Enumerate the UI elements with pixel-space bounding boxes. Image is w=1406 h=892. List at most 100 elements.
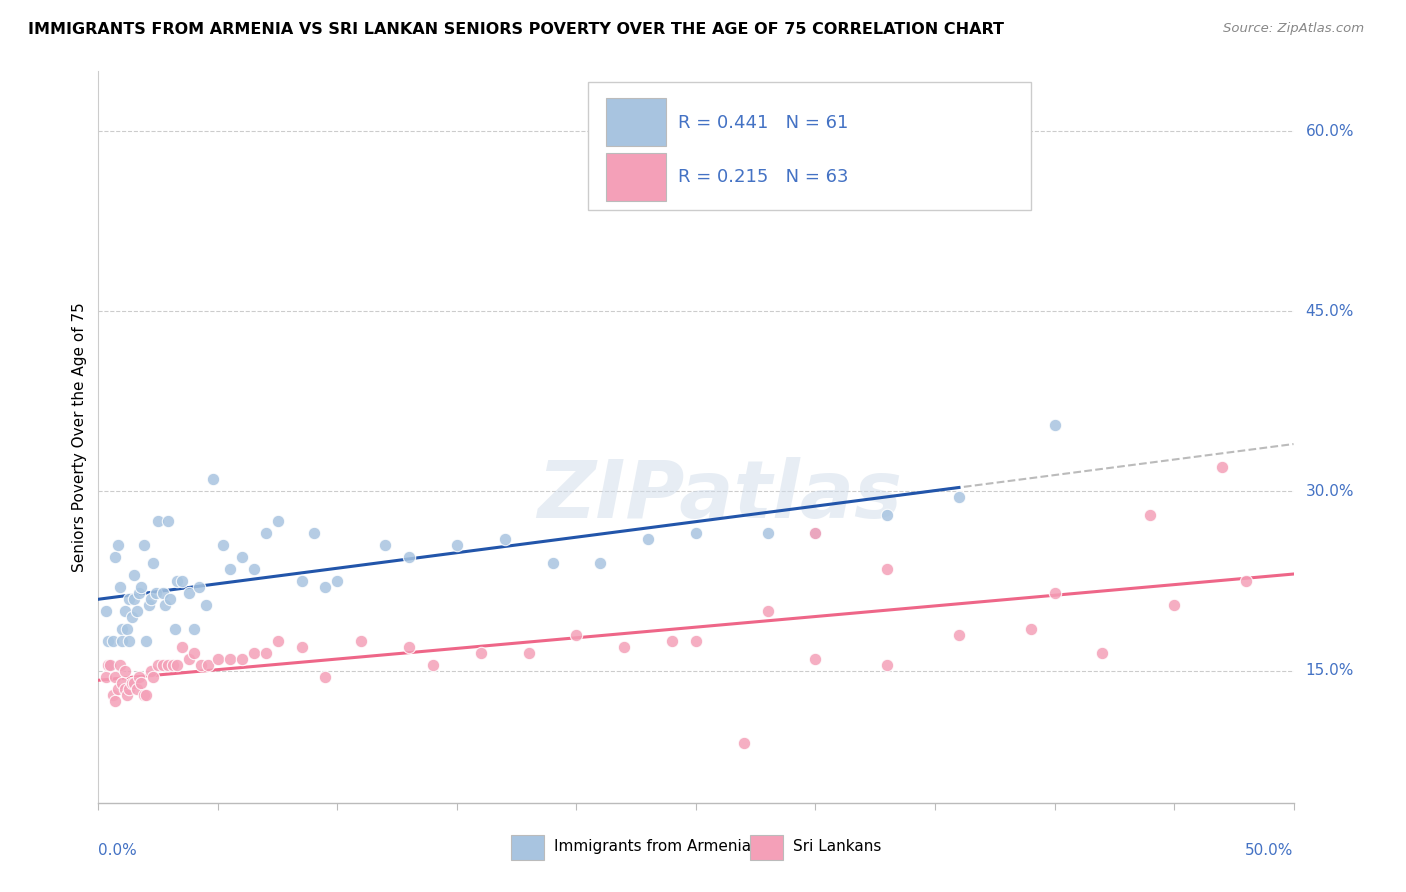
Point bbox=[94, 604, 117, 618]
Point bbox=[156, 657, 179, 672]
Point bbox=[613, 640, 636, 654]
Text: 0.0%: 0.0% bbox=[98, 843, 138, 858]
Point bbox=[804, 526, 827, 541]
Point bbox=[190, 657, 212, 672]
Point bbox=[195, 598, 218, 612]
Point bbox=[565, 628, 588, 642]
Point bbox=[207, 652, 229, 666]
Point bbox=[374, 538, 396, 552]
Point bbox=[142, 670, 165, 684]
Point bbox=[1139, 508, 1161, 522]
Point bbox=[162, 657, 184, 672]
Point bbox=[145, 586, 167, 600]
Point bbox=[104, 694, 127, 708]
Point bbox=[107, 681, 129, 696]
Point bbox=[131, 676, 153, 690]
Point bbox=[148, 657, 170, 672]
Point bbox=[111, 676, 134, 690]
Point bbox=[101, 688, 124, 702]
Point bbox=[876, 657, 898, 672]
Point bbox=[125, 604, 148, 618]
Point bbox=[128, 670, 150, 684]
Point bbox=[166, 574, 188, 588]
FancyBboxPatch shape bbox=[589, 82, 1031, 211]
Point bbox=[326, 574, 349, 588]
Text: 50.0%: 50.0% bbox=[1246, 843, 1294, 858]
Point bbox=[166, 657, 188, 672]
Point bbox=[398, 549, 420, 564]
Point bbox=[243, 562, 266, 576]
Point bbox=[101, 634, 124, 648]
Text: 45.0%: 45.0% bbox=[1306, 303, 1354, 318]
Point bbox=[685, 634, 707, 648]
Point bbox=[231, 652, 253, 666]
Point bbox=[115, 688, 138, 702]
Point bbox=[98, 657, 122, 672]
Point bbox=[948, 628, 970, 642]
Point bbox=[135, 688, 157, 702]
Point bbox=[128, 586, 150, 600]
Text: 30.0%: 30.0% bbox=[1306, 483, 1354, 499]
Point bbox=[118, 681, 141, 696]
Point bbox=[114, 681, 136, 696]
Point bbox=[121, 676, 143, 690]
Point bbox=[139, 591, 162, 606]
Y-axis label: Seniors Poverty Over the Age of 75: Seniors Poverty Over the Age of 75 bbox=[72, 302, 87, 572]
Point bbox=[187, 580, 209, 594]
Point bbox=[1043, 586, 1066, 600]
Point bbox=[138, 598, 160, 612]
Point bbox=[315, 670, 337, 684]
Point bbox=[179, 652, 201, 666]
Point bbox=[291, 574, 314, 588]
Point bbox=[124, 676, 146, 690]
Point bbox=[111, 634, 134, 648]
Point bbox=[159, 591, 181, 606]
Point bbox=[398, 640, 420, 654]
Text: R = 0.215   N = 63: R = 0.215 N = 63 bbox=[678, 169, 849, 186]
Point bbox=[197, 657, 219, 672]
Text: ZIPatlas: ZIPatlas bbox=[537, 457, 903, 534]
Point bbox=[267, 634, 290, 648]
Point bbox=[211, 538, 233, 552]
Point bbox=[1211, 460, 1233, 475]
Point bbox=[108, 580, 131, 594]
Point bbox=[132, 538, 155, 552]
Point bbox=[254, 646, 277, 660]
Point bbox=[152, 657, 174, 672]
Point bbox=[152, 586, 174, 600]
Point bbox=[267, 514, 290, 528]
Point bbox=[163, 622, 186, 636]
Text: 60.0%: 60.0% bbox=[1306, 124, 1354, 139]
Point bbox=[517, 646, 540, 660]
FancyBboxPatch shape bbox=[606, 153, 666, 201]
Point bbox=[97, 657, 120, 672]
Point bbox=[172, 574, 194, 588]
Point bbox=[115, 622, 138, 636]
Point bbox=[118, 634, 141, 648]
Point bbox=[470, 646, 492, 660]
Point bbox=[291, 640, 314, 654]
Point bbox=[494, 532, 516, 546]
Point bbox=[446, 538, 468, 552]
Point bbox=[876, 562, 898, 576]
Point bbox=[107, 538, 129, 552]
Point bbox=[254, 526, 277, 541]
Point bbox=[422, 657, 444, 672]
Point bbox=[243, 646, 266, 660]
Point bbox=[121, 610, 143, 624]
Text: 15.0%: 15.0% bbox=[1306, 664, 1354, 679]
Point bbox=[302, 526, 325, 541]
Point bbox=[315, 580, 337, 594]
Point bbox=[231, 549, 253, 564]
Point bbox=[661, 634, 683, 648]
Point bbox=[114, 664, 136, 678]
Point bbox=[876, 508, 898, 522]
Point bbox=[756, 604, 779, 618]
Point bbox=[108, 657, 131, 672]
Point bbox=[183, 622, 205, 636]
Text: R = 0.441   N = 61: R = 0.441 N = 61 bbox=[678, 113, 848, 131]
Point bbox=[94, 670, 117, 684]
Point bbox=[172, 640, 194, 654]
Point bbox=[179, 586, 201, 600]
Point bbox=[1043, 418, 1066, 433]
